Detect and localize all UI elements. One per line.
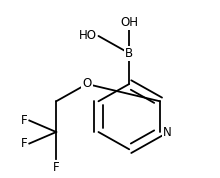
Text: HO: HO (79, 30, 97, 43)
Text: F: F (21, 114, 28, 127)
Text: O: O (82, 77, 92, 90)
Text: B: B (125, 47, 133, 60)
Text: N: N (163, 125, 172, 138)
Text: F: F (53, 161, 60, 174)
Text: OH: OH (120, 16, 138, 29)
Text: F: F (21, 137, 28, 150)
